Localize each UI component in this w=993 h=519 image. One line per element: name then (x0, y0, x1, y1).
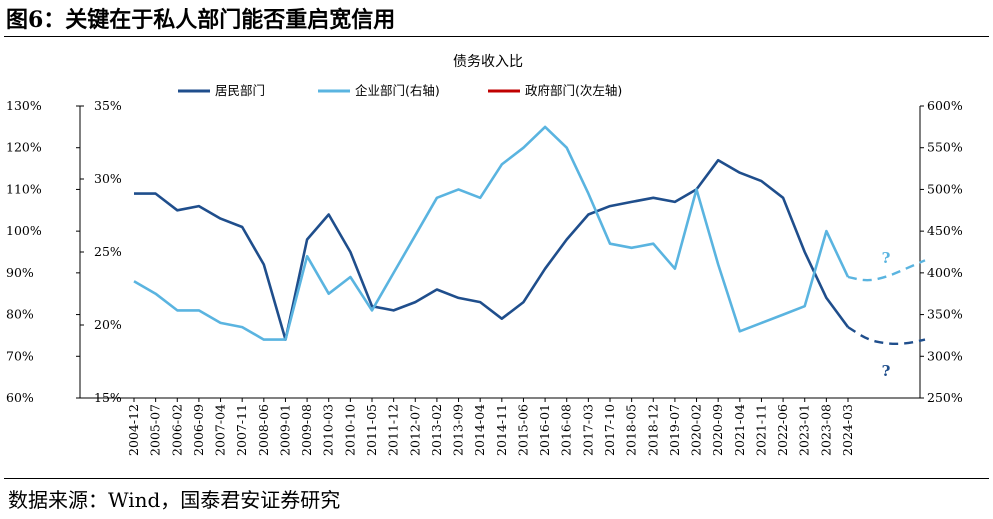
left-outer-tick-label: 130% (6, 98, 42, 113)
x-tick-label: 2008-06 (256, 404, 271, 456)
right-tick-label: 300% (927, 348, 963, 363)
x-tick-label: 2018-12 (645, 404, 660, 456)
x-tick-label: 2016-01 (537, 404, 552, 456)
left-outer-tick-label: 70% (6, 348, 34, 363)
left-outer-tick-label: 120% (6, 140, 42, 155)
x-tick-label: 2017-03 (580, 404, 595, 456)
projection-line-corporate (847, 259, 926, 282)
x-tick-label: 2007-11 (234, 404, 249, 456)
right-tick-label: 350% (927, 307, 963, 322)
x-tick-label: 2017-10 (602, 404, 617, 456)
right-tick-label: 400% (927, 265, 963, 280)
annotation-corporate-question: ? (882, 249, 891, 267)
x-tick-label: 2006-09 (191, 404, 206, 456)
left-outer-tick-label: 90% (6, 265, 34, 280)
right-tick-label: 600% (927, 98, 963, 113)
x-tick-label: 2015-06 (515, 404, 530, 456)
x-tick-label: 2019-07 (667, 404, 682, 456)
x-tick-label: 2011-12 (386, 404, 401, 456)
left-outer-tick-label: 80% (6, 307, 34, 322)
source-note: 数据来源：Wind，国泰君安证券研究 (8, 488, 341, 512)
chart: 130% 120% 110% 100% 90% 80% 70% 60% 35% 30% 25% 20%… (6, 54, 963, 456)
series-line-corporate (133, 125, 850, 341)
x-tick-label: 2011-05 (364, 404, 379, 456)
left-inner-tick-label: 35% (94, 98, 122, 113)
x-tick-label: 2004-12 (126, 404, 141, 456)
x-tick-label: 2021-04 (732, 404, 747, 456)
bottom-rule (4, 478, 989, 479)
series-line-household (134, 158, 850, 341)
x-tick-label: 2012-07 (407, 404, 422, 456)
x-tick-label: 2014-04 (472, 404, 487, 456)
x-tick-label: 2010-03 (321, 404, 336, 456)
axes-layer: 130% 120% 110% 100% 90% 80% 70% 60% 35% 30% 25% 20%… (6, 98, 963, 456)
legend-label-government: 政府部门(次左轴) (525, 83, 622, 98)
x-tick-label: 2020-02 (689, 404, 704, 456)
x-tick-label: 2023-08 (818, 404, 833, 456)
figure-title: 图6：关键在于私人部门能否重启宽信用 (6, 7, 396, 33)
legend-label-household: 居民部门 (215, 83, 265, 98)
x-tick-label: 2014-11 (494, 404, 509, 456)
x-tick-label: 2013-09 (451, 404, 466, 456)
left-outer-tick-label: 100% (6, 223, 42, 238)
x-tick-label: 2024-03 (840, 404, 855, 456)
legend-label-corporate: 企业部门(右轴) (355, 83, 440, 98)
x-tick-label: 2020-09 (710, 404, 725, 456)
left-inner-tick-label: 20% (94, 317, 122, 332)
x-tick-label: 2010-10 (342, 404, 357, 456)
x-tick-label: 2007-04 (213, 404, 228, 456)
left-inner-tick-label: 30% (94, 171, 122, 186)
chart-title: 债务收入比 (453, 54, 523, 70)
x-tick-label: 2018-05 (624, 404, 639, 456)
x-tick-label: 2022-06 (775, 404, 790, 456)
right-tick-label: 550% (927, 140, 963, 155)
series-layer (133, 125, 926, 346)
right-tick-label: 250% (927, 390, 963, 405)
left-inner-tick-label: 15% (94, 390, 122, 405)
left-outer-tick-label: 110% (6, 181, 42, 196)
x-tick-label: 2005-07 (148, 404, 163, 456)
x-tick-label: 2009-01 (277, 404, 292, 456)
left-inner-tick-label: 25% (94, 244, 122, 259)
x-tick-label: 2013-02 (429, 404, 444, 456)
x-tick-label: 2009-08 (299, 404, 314, 456)
annotation-household-question: ? (882, 362, 891, 380)
right-tick-label: 500% (927, 181, 963, 196)
x-tick-label: 2006-02 (169, 404, 184, 456)
left-outer-tick-label: 60% (6, 390, 34, 405)
x-tick-label: 2023-01 (797, 404, 812, 456)
x-tick-label: 2016-08 (559, 404, 574, 456)
top-rule (4, 36, 989, 37)
right-tick-label: 450% (927, 223, 963, 238)
projection-line-household (847, 326, 926, 346)
legend: 居民部门 企业部门(右轴) 政府部门(次左轴) (178, 83, 622, 98)
x-tick-label: 2021-11 (753, 404, 768, 456)
